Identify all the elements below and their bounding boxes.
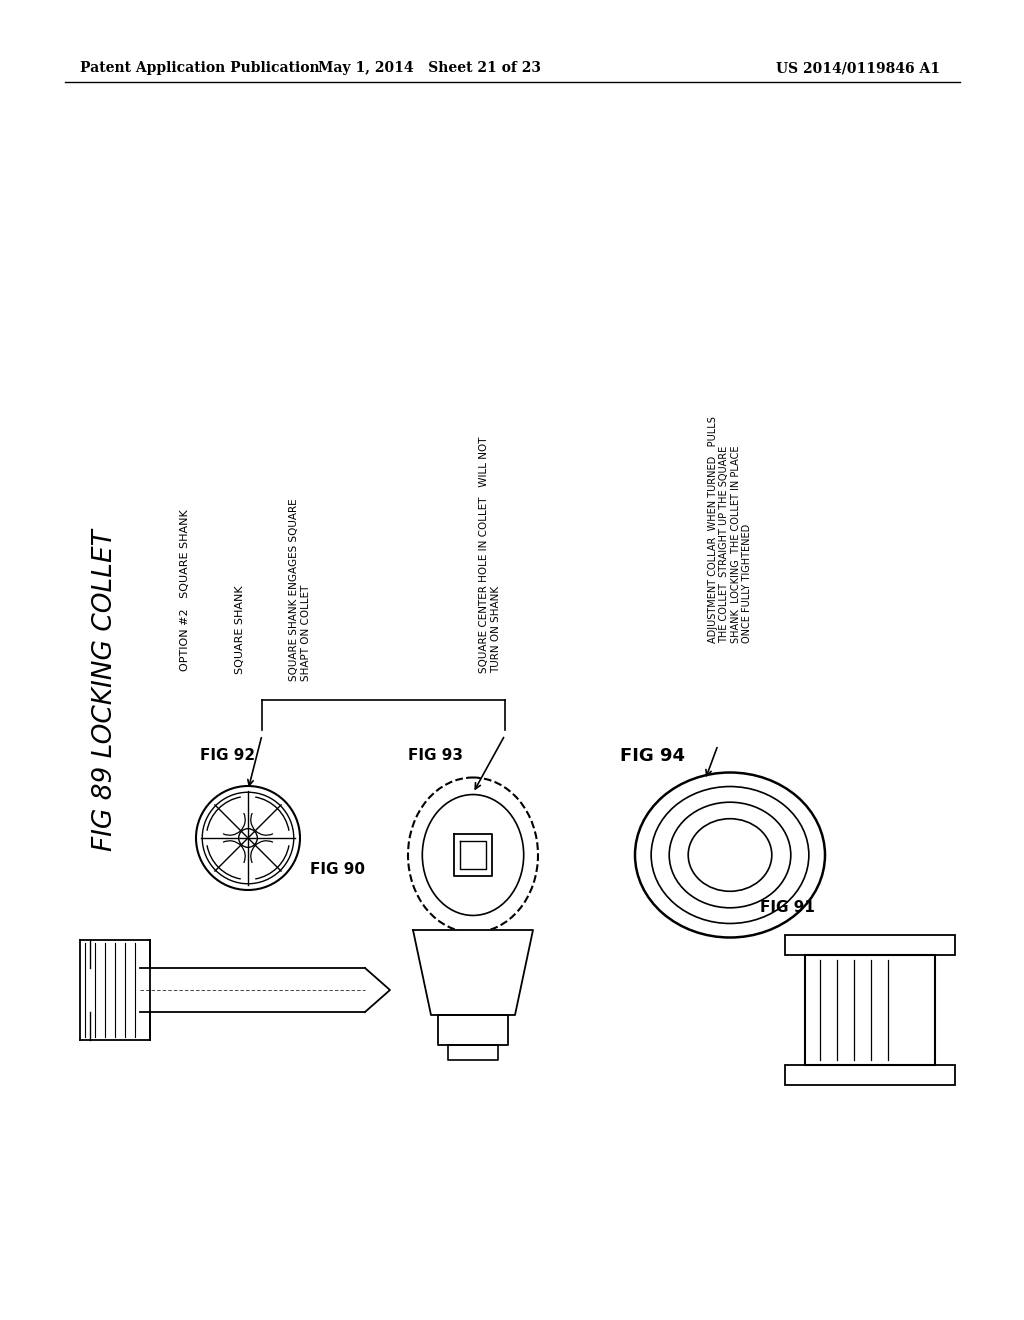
Bar: [785, 1065, 955, 1085]
Text: SQUARE SHANK ENGAGES SQUARE
SHAPT ON COLLET: SQUARE SHANK ENGAGES SQUARE SHAPT ON COL…: [289, 499, 311, 681]
Text: US 2014/0119846 A1: US 2014/0119846 A1: [776, 61, 940, 75]
Text: FIG 91: FIG 91: [760, 900, 815, 916]
Text: FIG 92: FIG 92: [200, 748, 255, 763]
Text: FIG 89 LOCKING COLLET: FIG 89 LOCKING COLLET: [92, 529, 118, 851]
Text: ADJUSTMENT COLLAR  WHEN TURNED   PULLS
THE COLLET  STRAIGHT UP THE SQUARE
SHANK : ADJUSTMENT COLLAR WHEN TURNED PULLS THE …: [708, 417, 753, 643]
Text: FIG 90: FIG 90: [310, 862, 365, 878]
Text: SQUARE SHANK: SQUARE SHANK: [234, 586, 245, 675]
Text: FIG 93: FIG 93: [408, 748, 463, 763]
Text: SQUARE CENTER HOLE IN COLLET   WILL NOT
TURN ON SHANK: SQUARE CENTER HOLE IN COLLET WILL NOT TU…: [479, 437, 501, 673]
Bar: [785, 935, 955, 954]
Text: FIG 94: FIG 94: [620, 747, 685, 766]
Bar: [805, 954, 935, 1065]
Text: Patent Application Publication: Patent Application Publication: [80, 61, 319, 75]
Text: May 1, 2014   Sheet 21 of 23: May 1, 2014 Sheet 21 of 23: [318, 61, 542, 75]
Polygon shape: [413, 931, 534, 1015]
Text: OPTION #2   SQUARE SHANK: OPTION #2 SQUARE SHANK: [180, 510, 190, 671]
